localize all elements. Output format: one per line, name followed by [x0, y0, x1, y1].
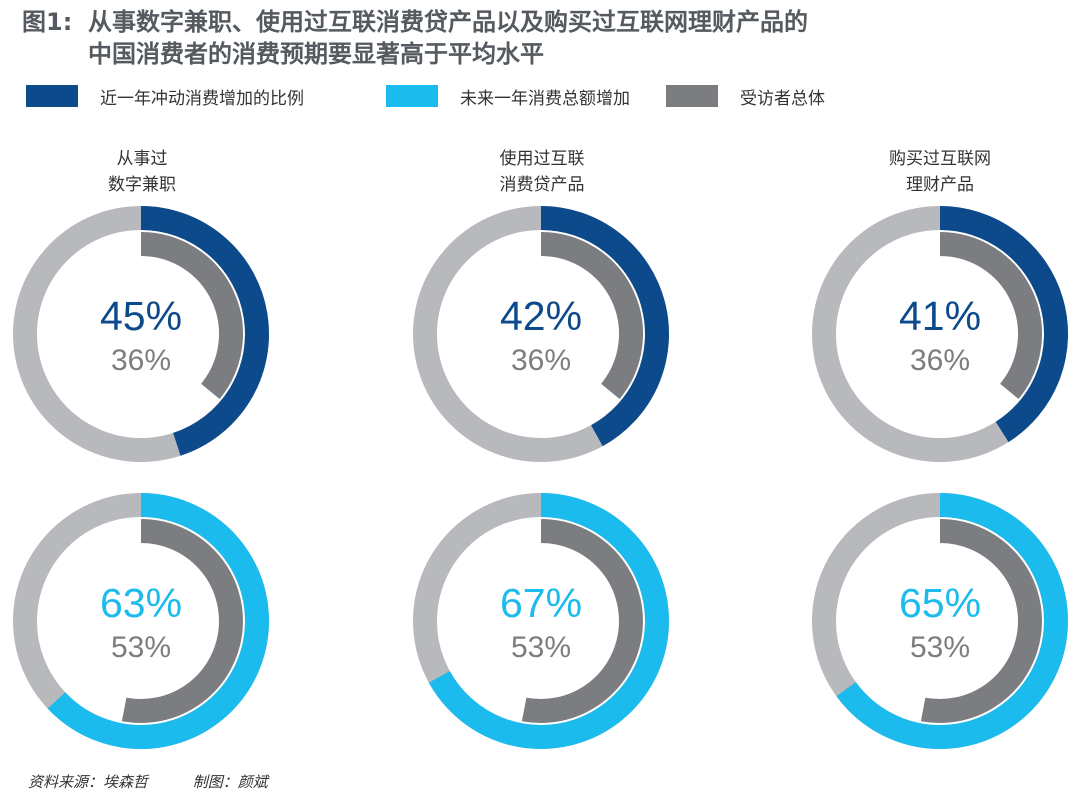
legend-item-overall: 受访者总体 — [666, 84, 825, 109]
baseline-value-label: 53% — [111, 631, 171, 664]
author-note: 制图：颜斌 — [192, 773, 268, 791]
series-value-label: 45% — [100, 293, 182, 339]
baseline-value-label: 53% — [910, 631, 970, 664]
series-arc — [939, 206, 1068, 443]
legend-item-future: 未来一年消费总额增加 — [386, 84, 630, 109]
donut-0-1: 42%36% — [413, 206, 669, 462]
series-arc — [140, 206, 269, 456]
category-label-consumer-loan: 使用过互联 消费贷产品 — [442, 146, 642, 198]
series-value-label: 41% — [899, 293, 981, 339]
legend-label: 受访者总体 — [740, 88, 825, 109]
dark-blue-swatch-icon — [26, 85, 78, 107]
series-value-label: 67% — [500, 580, 582, 626]
baseline-value-label: 36% — [511, 344, 571, 377]
legend: 近一年冲动消费增加的比例 未来一年消费总额增加 受访者总体 — [26, 84, 1056, 109]
title-line-1: 从事数字兼职、使用过互联消费贷产品以及购买过互联网理财产品的 — [88, 8, 808, 36]
series-arc — [428, 493, 669, 749]
category-label-wealth-product: 购买过互联网 理财产品 — [840, 146, 1040, 198]
legend-label: 近一年冲动消费增加的比例 — [100, 88, 304, 109]
light-blue-swatch-icon — [386, 85, 438, 107]
category-line: 数字兼职 — [108, 175, 176, 195]
gray-swatch-icon — [666, 85, 718, 107]
series-value-label: 65% — [899, 580, 981, 626]
series-arc — [540, 206, 669, 447]
legend-label: 未来一年消费总额增加 — [460, 88, 630, 109]
donut-0-0: 45%36% — [13, 206, 269, 462]
baseline-arc — [521, 519, 643, 723]
baseline-arc — [939, 232, 1042, 400]
baseline-arc — [121, 519, 243, 723]
figure-number: 图1: — [22, 8, 73, 36]
series-value-label: 42% — [500, 293, 582, 339]
footer: 资料来源：埃森哲 制图：颜斌 — [28, 771, 308, 792]
series-value-label: 63% — [100, 580, 182, 626]
category-label-part-time: 从事过 数字兼职 — [42, 146, 242, 198]
baseline-value-label: 36% — [111, 344, 171, 377]
baseline-value-label: 53% — [511, 631, 571, 664]
category-line: 理财产品 — [906, 175, 974, 195]
series-arc — [47, 493, 269, 749]
series-arc — [836, 493, 1068, 749]
baseline-arc — [540, 232, 643, 400]
title-line-2: 中国消费者的消费预期要显著高于平均水平 — [88, 40, 544, 68]
category-line: 使用过互联 — [499, 149, 585, 169]
donut-1-1: 67%53% — [413, 493, 669, 749]
baseline-arc — [920, 519, 1042, 723]
baseline-value-label: 36% — [910, 344, 970, 377]
donut-1-2: 65%53% — [812, 493, 1068, 749]
baseline-arc — [140, 232, 243, 400]
chart-title: 图1: 从事数字兼职、使用过互联消费贷产品以及购买过互联网理财产品的 中国消费者… — [22, 6, 1062, 70]
category-line: 购买过互联网 — [889, 149, 991, 169]
category-line: 消费贷产品 — [499, 175, 585, 195]
donut-0-2: 41%36% — [812, 206, 1068, 462]
source-note: 资料来源：埃森哲 — [28, 773, 149, 791]
category-line: 从事过 — [116, 149, 168, 169]
legend-item-impulse: 近一年冲动消费增加的比例 — [26, 84, 304, 109]
donut-1-0: 63%53% — [13, 493, 269, 749]
